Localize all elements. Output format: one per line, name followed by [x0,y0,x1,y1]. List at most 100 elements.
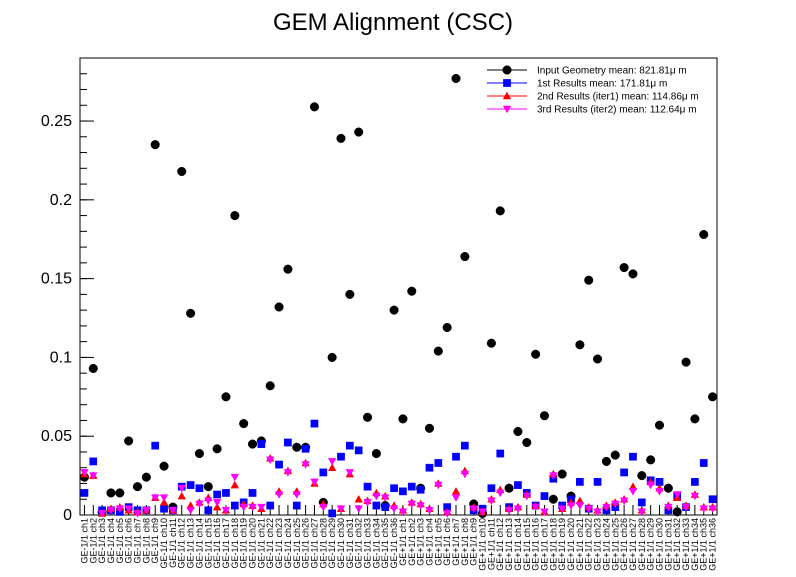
data-point [354,446,363,455]
data-point [451,494,461,502]
x-tick-label: GE+1/1 ch9 [469,518,479,566]
data-point [619,263,629,273]
x-tick-label: GE-1/1 ch4 [106,518,116,564]
legend-marker [502,65,512,75]
data-point [248,503,257,512]
legend: Input Geometry mean: 821.81μ m 1st Result… [483,60,715,116]
data-point [160,504,168,513]
x-tick-label: GE+1/1 ch15 [522,518,532,571]
x-tick-label: GE-1/1 ch27 [309,518,319,569]
x-tick-label: GE-1/1 ch34 [371,518,381,569]
data-point [628,488,638,496]
data-point [142,506,151,515]
y-tick-label: 0.2 [50,192,72,209]
data-point [646,455,656,465]
data-point [213,490,221,499]
legend-marker [502,105,512,114]
data-point [150,140,160,150]
x-tick-label: GE+1/1 ch21 [575,518,585,571]
x-tick-label: GE+1/1 ch17 [539,518,549,571]
data-point [531,503,540,512]
data-point [637,508,647,517]
data-point [504,506,514,515]
data-point [115,488,125,498]
data-point [708,392,718,402]
series-4-markers [80,456,717,518]
data-point [699,229,709,240]
data-point [628,269,638,279]
data-point [424,423,435,433]
data-point [602,503,611,512]
x-tick-label: GE+1/1 ch26 [619,518,629,571]
data-point [274,491,284,499]
data-point [584,275,594,285]
data-point [664,503,673,512]
data-point [433,346,443,356]
x-tick-label: GE+1/1 ch5 [433,518,443,566]
data-point [177,484,186,493]
data-point [345,289,355,299]
data-point [601,456,611,466]
x-tick-label: GE-1/1 ch3 [97,518,107,564]
data-point [248,489,257,497]
x-tick-label: GE-1/1 ch33 [363,518,373,569]
data-point [204,497,213,506]
data-point [620,468,628,477]
data-point [407,500,416,509]
x-tick-label: GE+1/1 ch33 [681,518,691,571]
x-tick-label: GE+1/1 ch10 [478,518,488,571]
x-tick-label: GE-1/1 ch19 [239,518,249,569]
data-point [177,491,186,500]
x-tick-label: GE+1/1 ch11 [486,518,496,570]
data-point [80,469,89,477]
data-point [301,461,310,469]
x-tick-label: GE-1/1 ch17 [221,518,231,569]
data-point [195,484,204,493]
data-point [690,414,700,424]
x-tick-label: GE+1/1 ch31 [663,518,673,571]
data-point [319,503,328,512]
data-point [389,505,399,514]
x-tick-label: GE-1/1 ch30 [336,518,346,569]
data-point [575,340,585,350]
x-tick-label: GE-1/1 ch14 [194,518,204,569]
data-point [416,485,425,494]
x-tick-label: GE-1/1 ch24 [283,518,293,569]
data-point [461,441,469,450]
data-point [239,419,249,429]
data-point [327,458,337,466]
x-tick-label: GE+1/1 ch35 [699,518,709,571]
data-point [124,436,134,446]
data-point [593,354,603,364]
x-tick-label: GE+1/1 ch36 [708,518,718,571]
x-tick-label: GE+1/1 ch18 [548,518,558,571]
data-point [159,494,169,502]
x-tick-label: GE+1/1 ch19 [557,518,567,571]
data-point [212,499,222,507]
data-point [513,426,523,437]
x-tick-label: GE-1/1 ch23 [274,518,284,569]
data-point [363,482,372,491]
data-point [495,206,505,216]
data-point [106,506,116,515]
data-point [97,510,107,518]
x-tick-label: GE+1/1 ch12 [495,518,505,571]
data-point [230,473,240,482]
data-point [487,484,496,493]
data-point [150,494,160,502]
data-point [681,357,691,367]
data-point [593,508,602,517]
data-point [416,502,425,510]
x-tick-label: GE-1/1 ch6 [124,518,134,564]
data-point [398,508,408,517]
data-point [292,501,301,510]
data-point [89,472,98,480]
x-tick-label: GE+1/1 ch34 [690,518,700,571]
data-point [566,502,576,510]
x-tick-label: GE-1/1 ch21 [256,518,266,569]
data-point [460,252,470,262]
data-point [548,494,558,504]
y-axis: 0 0.05 0.1 0.15 0.2 0.25 [41,57,94,524]
data-point [434,459,443,467]
data-point [478,508,487,517]
